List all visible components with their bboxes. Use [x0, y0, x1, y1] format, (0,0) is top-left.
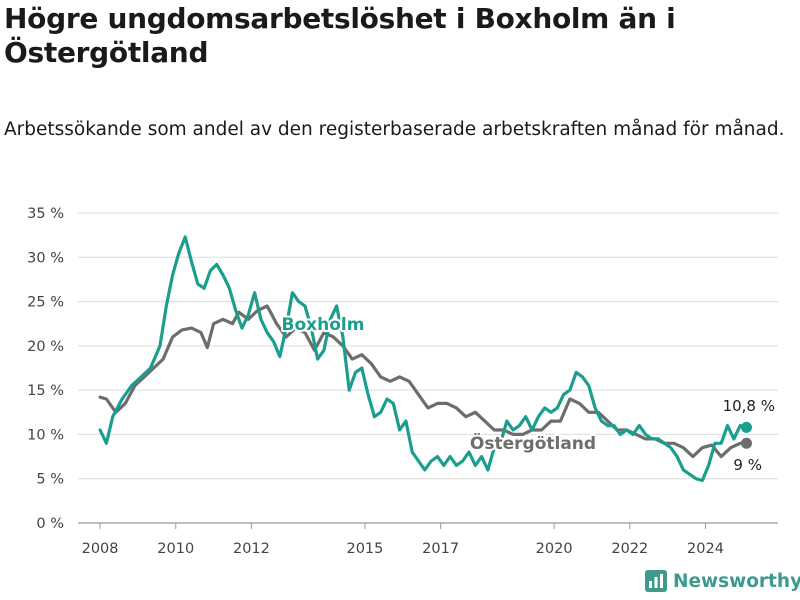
series-end-point: [740, 437, 752, 449]
series-label-ostergotland: Östergötland: [470, 432, 596, 454]
y-tick-label: 30 %: [27, 250, 64, 266]
x-tick-label: 2020: [536, 541, 573, 557]
x-tick-label: 2010: [157, 541, 194, 557]
chart-subtitle: Arbetssökande som andel av den registerb…: [4, 119, 785, 140]
brand-logo: Newsworthy: [645, 570, 800, 592]
line-chart: 0 %5 %10 %15 %20 %25 %30 %35 % 2008 2010 2…: [27, 206, 778, 557]
x-axis-tick-labels: 2008 2010 2012 2015 2017 2020 2022 2024: [82, 523, 724, 557]
x-tick-label: 2008: [82, 541, 119, 557]
y-axis-tick-labels: 0 % 5 % 10 % 15 % 20 % 25 % 30 % 35 %: [27, 206, 64, 532]
grid-lines: [78, 212, 778, 524]
y-tick-label: 35 %: [27, 206, 64, 222]
x-tick-label: 2017: [422, 541, 459, 557]
series-line-ostergotland: [98, 304, 749, 459]
newsworthy-logo-icon: [645, 570, 667, 592]
y-tick-label: 10 %: [27, 427, 64, 443]
end-value-label-ostergotland: 9 %: [733, 456, 762, 474]
x-tick-label: 2012: [233, 541, 270, 557]
y-tick-label: 20 %: [27, 339, 64, 355]
end-value-label-boxholm: 10,8 %: [723, 397, 775, 415]
x-tick-label: 2022: [611, 541, 648, 557]
y-tick-label: 5 %: [36, 472, 64, 488]
y-tick-label: 0 %: [36, 516, 64, 532]
series-line-boxholm: [98, 235, 749, 483]
y-tick-label: 15 %: [27, 383, 64, 399]
series-end-point: [740, 421, 752, 433]
chart-title: Högre ungdomsarbetslöshet i Boxholm än i…: [4, 2, 676, 69]
brand-name: Newsworthy: [673, 570, 800, 592]
series-lines: [98, 235, 752, 483]
x-tick-label: 2024: [687, 541, 724, 557]
series-label-boxholm: Boxholm: [282, 315, 365, 335]
x-tick-label: 2015: [346, 541, 383, 557]
series-labels: Boxholm Östergötland 10,8 % 9 %: [280, 313, 777, 476]
y-tick-label: 25 %: [27, 295, 64, 311]
